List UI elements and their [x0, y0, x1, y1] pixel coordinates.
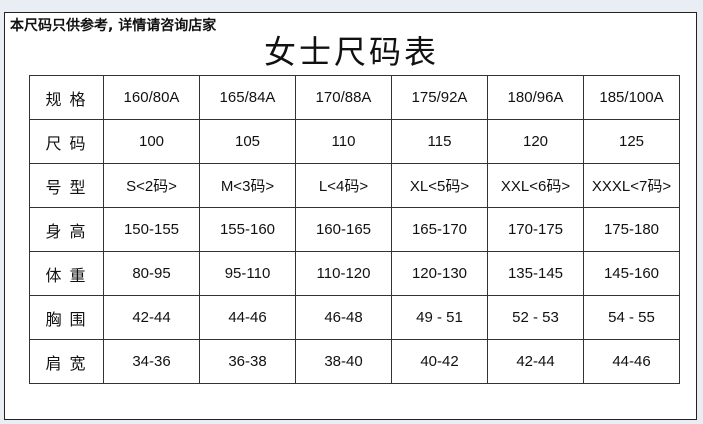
- row-label: 肩宽: [29, 339, 104, 384]
- table-cell: 54 - 55: [583, 295, 680, 340]
- table-cell: M<3码>: [199, 163, 296, 208]
- table-cell: 100: [103, 119, 200, 164]
- row-label: 尺码: [29, 119, 104, 164]
- table-row: 胸围 42-44 44-46 46-48 49 - 51 52 - 53 54 - 55: [29, 295, 680, 340]
- table-cell: 165-170: [391, 207, 488, 252]
- table-cell: 36-38: [199, 339, 296, 384]
- table-cell: 185/100A: [583, 75, 680, 120]
- table-cell: 95-110: [199, 251, 296, 296]
- table-cell: 175/92A: [391, 75, 488, 120]
- table-cell: 175-180: [583, 207, 680, 252]
- table-cell: 42-44: [103, 295, 200, 340]
- table-row: 体重 80-95 95-110 110-120 120-130 135-145 145-16…: [29, 251, 680, 296]
- table-cell: 80-95: [103, 251, 200, 296]
- table-cell: XXXL<7码>: [583, 163, 680, 208]
- row-label: 身高: [29, 207, 104, 252]
- table-cell: 155-160: [199, 207, 296, 252]
- table-cell: 34-36: [103, 339, 200, 384]
- table-cell: 165/84A: [199, 75, 296, 120]
- table-cell: XXL<6码>: [487, 163, 584, 208]
- table-cell: 115: [391, 119, 488, 164]
- table-row: 身高 150-155 155-160 160-165 165-170 170-175 175…: [29, 207, 680, 252]
- table-row: 号型 S<2码> M<3码> L<4码> XL<5码> XXL<6码> XXXL<7码>: [29, 163, 680, 208]
- table-cell: 38-40: [295, 339, 392, 384]
- table-cell: 120-130: [391, 251, 488, 296]
- table-cell: 110: [295, 119, 392, 164]
- table-cell: 150-155: [103, 207, 200, 252]
- table-cell: 120: [487, 119, 584, 164]
- table-cell: 49 - 51: [391, 295, 488, 340]
- table-cell: 160-165: [295, 207, 392, 252]
- table-row: 规格 160/80A 165/84A 170/88A 175/92A 180/96A 185…: [29, 75, 680, 120]
- row-label: 胸围: [29, 295, 104, 340]
- table-cell: 40-42: [391, 339, 488, 384]
- table-cell: L<4码>: [295, 163, 392, 208]
- chart-title: 女士尺码表: [263, 33, 439, 71]
- table-cell: 105: [199, 119, 296, 164]
- size-chart-frame: 本尺码只供参考, 详情请咨询店家 女士尺码表 规格 160/80A 165/84A 1…: [4, 12, 697, 420]
- table-cell: 125: [583, 119, 680, 164]
- table-cell: 160/80A: [103, 75, 200, 120]
- table-cell: 180/96A: [487, 75, 584, 120]
- row-label: 号型: [29, 163, 104, 208]
- table-cell: 170-175: [487, 207, 584, 252]
- disclaimer-note: 本尺码只供参考, 详情请咨询店家: [10, 18, 217, 34]
- table-cell: 44-46: [583, 339, 680, 384]
- table-cell: 135-145: [487, 251, 584, 296]
- table-row: 肩宽 34-36 36-38 38-40 40-42 42-44 44-46: [29, 339, 680, 384]
- table-cell: 52 - 53: [487, 295, 584, 340]
- table-cell: 44-46: [199, 295, 296, 340]
- table-cell: 42-44: [487, 339, 584, 384]
- table-row: 尺码 100 105 110 115 120 125: [29, 119, 680, 164]
- size-table: 规格 160/80A 165/84A 170/88A 175/92A 180/96A 185…: [29, 75, 680, 384]
- row-label: 规格: [29, 75, 104, 120]
- table-cell: 110-120: [295, 251, 392, 296]
- table-cell: 46-48: [295, 295, 392, 340]
- table-cell: S<2码>: [103, 163, 200, 208]
- row-label: 体重: [29, 251, 104, 296]
- table-cell: 145-160: [583, 251, 680, 296]
- table-cell: 170/88A: [295, 75, 392, 120]
- table-cell: XL<5码>: [391, 163, 488, 208]
